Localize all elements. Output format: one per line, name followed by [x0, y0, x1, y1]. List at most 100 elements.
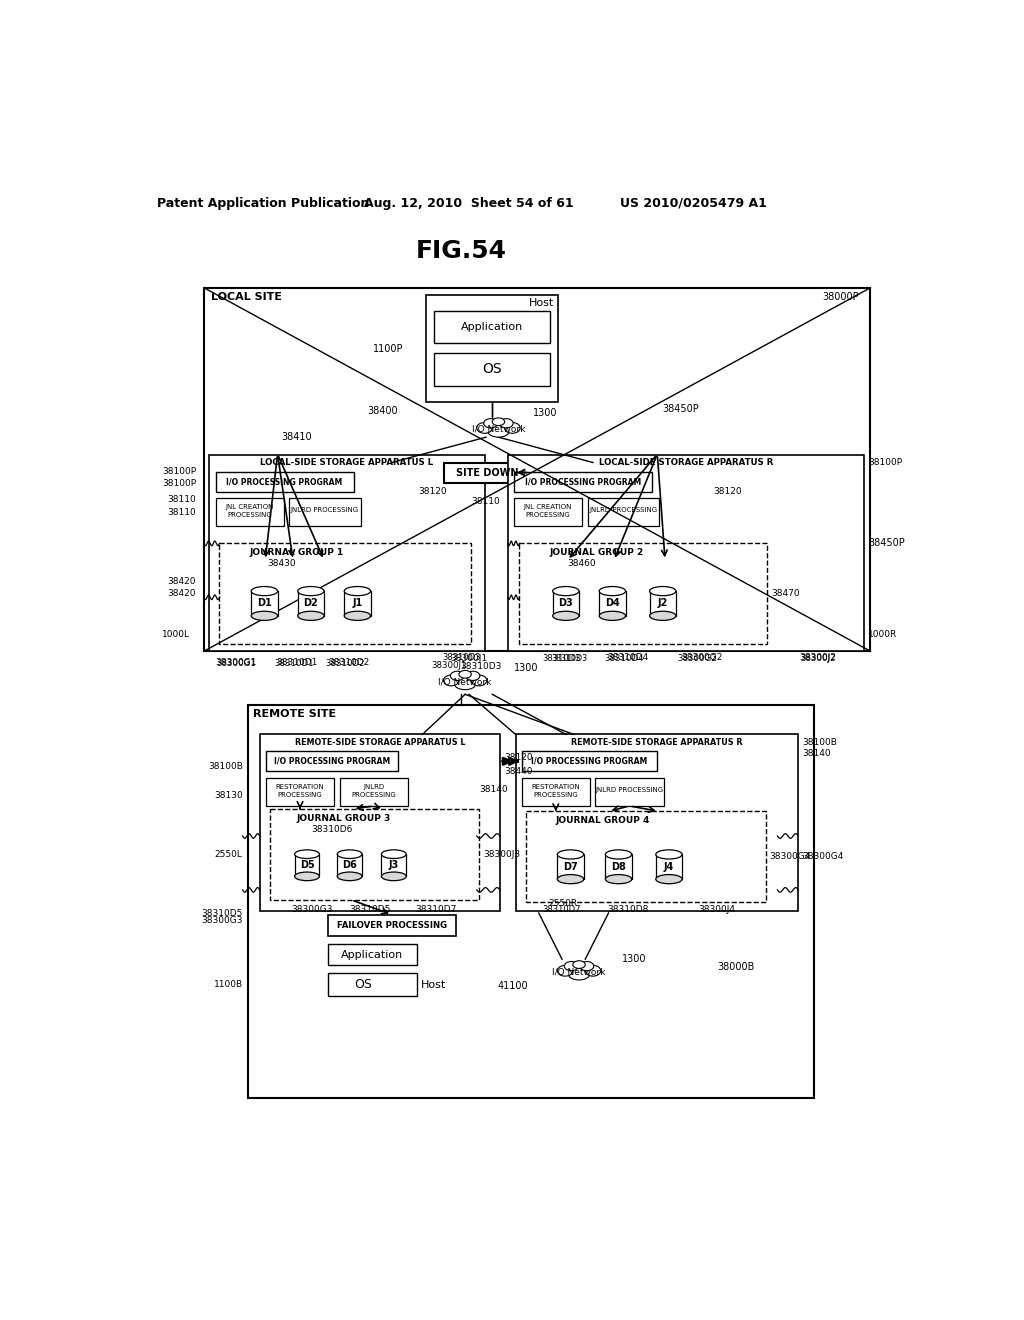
Bar — [216, 498, 284, 525]
Text: PROCESSING: PROCESSING — [278, 792, 323, 799]
Ellipse shape — [557, 965, 572, 977]
Text: I/O PROCESSING PROGRAM: I/O PROCESSING PROGRAM — [531, 756, 647, 766]
Text: 38310D8: 38310D8 — [607, 904, 648, 913]
Bar — [588, 498, 658, 525]
Text: 38300J1: 38300J1 — [451, 655, 487, 664]
Bar — [209, 455, 484, 651]
Text: SITE DOWN: SITE DOWN — [456, 467, 518, 478]
Text: 1300: 1300 — [532, 408, 557, 417]
Bar — [605, 854, 632, 879]
Text: D4: D4 — [605, 598, 620, 609]
Text: REMOTE SITE: REMOTE SITE — [253, 709, 336, 719]
Text: JNLRD: JNLRD — [364, 784, 384, 791]
Text: 38000B: 38000B — [717, 962, 755, 972]
Text: RESTORATION: RESTORATION — [531, 784, 581, 791]
Ellipse shape — [493, 418, 505, 425]
Text: US 2010/0205479 A1: US 2010/0205479 A1 — [621, 197, 767, 210]
Bar — [525, 812, 766, 903]
Text: LOCAL SITE: LOCAL SITE — [211, 292, 282, 302]
Bar — [599, 591, 626, 616]
Text: FIG.54: FIG.54 — [416, 239, 507, 263]
Bar — [508, 455, 864, 651]
Bar — [595, 779, 664, 807]
Text: 38300G1: 38300G1 — [217, 659, 256, 668]
Text: 38310D4: 38310D4 — [604, 655, 644, 664]
Text: 38100P: 38100P — [162, 467, 197, 477]
Ellipse shape — [599, 611, 626, 620]
Text: RESTORATION: RESTORATION — [275, 784, 325, 791]
Text: 38300G2: 38300G2 — [681, 653, 722, 661]
Text: 38300G4: 38300G4 — [770, 853, 811, 861]
Ellipse shape — [298, 586, 324, 595]
Text: Aug. 12, 2010  Sheet 54 of 61: Aug. 12, 2010 Sheet 54 of 61 — [365, 197, 573, 210]
Ellipse shape — [251, 586, 278, 595]
Text: 41100: 41100 — [498, 981, 528, 991]
Text: 38440: 38440 — [504, 767, 532, 776]
Text: 38310D2: 38310D2 — [329, 659, 370, 667]
Text: 38120: 38120 — [419, 487, 447, 496]
Text: JNL CREATION: JNL CREATION — [225, 504, 273, 511]
Text: 38310D7: 38310D7 — [543, 904, 582, 913]
Text: 38100B: 38100B — [208, 762, 243, 771]
Text: 38300J4: 38300J4 — [698, 904, 735, 913]
Bar — [521, 751, 657, 771]
Text: 1300: 1300 — [514, 663, 539, 673]
Text: FAILOVER PROCESSING: FAILOVER PROCESSING — [337, 921, 446, 929]
Text: 38310D5: 38310D5 — [349, 904, 390, 913]
Bar — [295, 854, 319, 876]
Text: 38400: 38400 — [367, 407, 397, 416]
Ellipse shape — [471, 675, 486, 686]
Ellipse shape — [381, 873, 407, 880]
Bar — [251, 591, 278, 616]
Ellipse shape — [505, 422, 520, 433]
Text: Host: Host — [421, 979, 446, 990]
Ellipse shape — [477, 422, 493, 433]
Text: 38430: 38430 — [267, 558, 296, 568]
Text: 38130: 38130 — [214, 792, 243, 800]
Text: 1000L: 1000L — [162, 630, 190, 639]
Ellipse shape — [572, 961, 586, 969]
Ellipse shape — [655, 850, 682, 859]
Ellipse shape — [655, 875, 682, 884]
Text: 38470: 38470 — [771, 589, 800, 598]
Text: REMOTE-SIDE STORAGE APPARATUS R: REMOTE-SIDE STORAGE APPARATUS R — [571, 738, 742, 747]
Text: PROCESSING: PROCESSING — [227, 512, 272, 517]
Text: JOURNAL GROUP 4: JOURNAL GROUP 4 — [556, 816, 650, 825]
Text: LOCAL-SIDE STORAGE APPARATUS R: LOCAL-SIDE STORAGE APPARATUS R — [599, 458, 773, 467]
Text: I/O PROCESSING PROGRAM: I/O PROCESSING PROGRAM — [524, 478, 641, 486]
Bar — [337, 854, 362, 876]
Ellipse shape — [251, 611, 278, 620]
Ellipse shape — [500, 418, 513, 428]
Bar — [204, 288, 870, 651]
Ellipse shape — [649, 586, 676, 595]
Text: 38310D7: 38310D7 — [416, 904, 457, 913]
Text: 38310D4: 38310D4 — [607, 653, 648, 661]
Text: D6: D6 — [342, 861, 357, 870]
Text: 2550R: 2550R — [549, 899, 578, 908]
Bar — [649, 591, 676, 616]
Text: 38110: 38110 — [168, 495, 197, 504]
Text: J3: J3 — [389, 861, 399, 870]
Ellipse shape — [344, 586, 371, 595]
Text: I/O PROCESSING PROGRAM: I/O PROCESSING PROGRAM — [226, 478, 343, 486]
Bar — [266, 751, 397, 771]
Text: OS: OS — [482, 363, 502, 376]
Ellipse shape — [586, 965, 601, 977]
Ellipse shape — [451, 671, 464, 681]
Text: 1100P: 1100P — [374, 345, 403, 354]
Text: J4: J4 — [664, 862, 674, 871]
Text: D2: D2 — [303, 598, 318, 609]
Text: JNLRD PROCESSING: JNLRD PROCESSING — [589, 507, 657, 513]
Ellipse shape — [487, 425, 509, 437]
Text: 38420: 38420 — [168, 577, 197, 586]
Bar — [344, 591, 371, 616]
Bar — [553, 591, 579, 616]
Text: JNLRD PROCESSING: JNLRD PROCESSING — [595, 787, 664, 793]
Text: JOURNAL GROUP 2: JOURNAL GROUP 2 — [550, 548, 644, 557]
Text: 38450P: 38450P — [663, 404, 699, 413]
Text: PROCESSING: PROCESSING — [351, 792, 396, 799]
Ellipse shape — [568, 968, 590, 979]
Ellipse shape — [298, 611, 324, 620]
Text: 38460: 38460 — [567, 558, 596, 568]
Bar — [521, 779, 590, 807]
